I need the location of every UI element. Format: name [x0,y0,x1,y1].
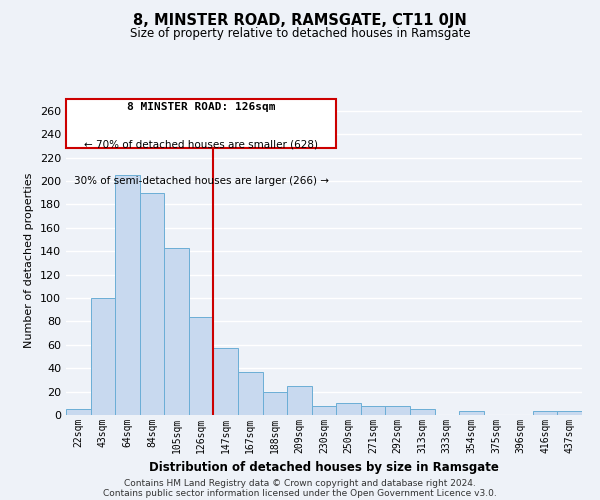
Bar [66,409,91,415]
Bar [287,386,312,415]
Bar [557,412,582,415]
Bar [361,406,385,415]
Text: Size of property relative to detached houses in Ramsgate: Size of property relative to detached ho… [130,28,470,40]
Text: 8 MINSTER ROAD: 126sqm: 8 MINSTER ROAD: 126sqm [127,102,275,112]
Bar [91,298,115,415]
Bar [410,409,434,415]
Bar [189,316,214,415]
Text: Contains public sector information licensed under the Open Government Licence v3: Contains public sector information licen… [103,488,497,498]
Bar [533,412,557,415]
Bar [459,412,484,415]
Text: ← 70% of detached houses are smaller (628): ← 70% of detached houses are smaller (62… [84,139,318,149]
Bar [385,406,410,415]
Bar [115,175,140,415]
FancyBboxPatch shape [67,99,336,148]
Y-axis label: Number of detached properties: Number of detached properties [25,172,34,348]
Bar [140,192,164,415]
Bar [312,406,336,415]
Text: 8, MINSTER ROAD, RAMSGATE, CT11 0JN: 8, MINSTER ROAD, RAMSGATE, CT11 0JN [133,12,467,28]
Bar [336,404,361,415]
Bar [263,392,287,415]
Text: Contains HM Land Registry data © Crown copyright and database right 2024.: Contains HM Land Registry data © Crown c… [124,478,476,488]
Bar [238,372,263,415]
Bar [164,248,189,415]
Bar [214,348,238,415]
Text: 30% of semi-detached houses are larger (266) →: 30% of semi-detached houses are larger (… [74,176,329,186]
X-axis label: Distribution of detached houses by size in Ramsgate: Distribution of detached houses by size … [149,462,499,474]
